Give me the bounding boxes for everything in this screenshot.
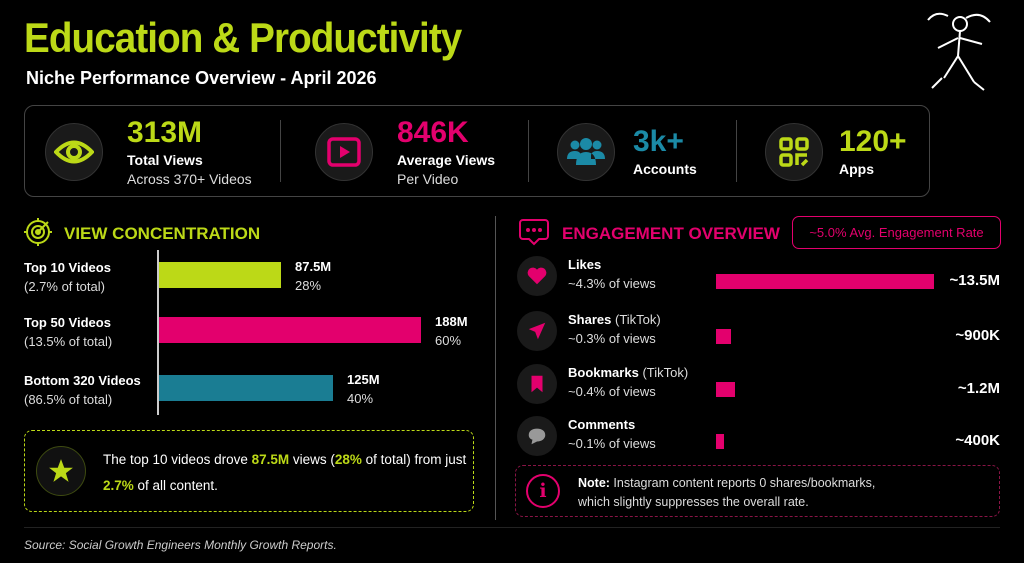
metric-label: Comments — [568, 415, 635, 434]
divider — [280, 120, 281, 182]
divider — [736, 120, 737, 182]
stat-label: Average Views — [397, 151, 496, 168]
engagement-rate-badge: ~5.0% Avg. Engagement Rate — [792, 216, 1001, 249]
stat-value: 313M — [127, 115, 203, 149]
note-text: Note: Instagram content reports 0 shares… — [578, 474, 875, 512]
category-sub: (13.5% of total) — [24, 334, 113, 349]
stat-sub: Per Video — [397, 170, 459, 187]
metric-sub: ~0.3% of views — [568, 331, 656, 346]
metric-label: Bookmarks (TikTok) — [568, 363, 688, 382]
comment-icon — [517, 416, 557, 456]
bar-2 — [716, 382, 735, 397]
metric-sub: ~4.3% of views — [568, 276, 656, 291]
send-icon — [517, 311, 557, 351]
star-icon — [36, 446, 86, 496]
engagement-title: ENGAGEMENT OVERVIEW — [562, 224, 780, 243]
note-line2: which slightly suppresses the overall ra… — [578, 495, 809, 509]
metric-name: Shares — [568, 312, 612, 327]
metric-sub: ~0.1% of views — [568, 436, 656, 451]
stats-panel: 313M Total Views Across 370+ Videos 846K Av… — [24, 105, 930, 197]
footer-divider — [24, 527, 1000, 528]
text: of total) from just — [361, 452, 467, 467]
metric-value: ~1.2M — [957, 380, 1000, 397]
chat-icon — [519, 219, 549, 246]
chart-axis — [157, 250, 159, 415]
text: of all content. — [133, 478, 218, 493]
page-subtitle: Niche Performance Overview - April 2026 — [26, 68, 377, 88]
metric-value: ~900K — [955, 327, 1000, 344]
mascot-logo — [927, 12, 991, 91]
metric-name: Bookmarks — [568, 365, 639, 380]
metric-qualifier: (TikTok) — [642, 365, 689, 380]
stat-sub: Across 370+ Videos — [127, 170, 252, 187]
category-sub: (86.5% of total) — [24, 392, 113, 407]
heart-icon — [517, 256, 557, 296]
note-box: i Note: Instagram content reports 0 shar… — [515, 465, 1000, 517]
metric-name: Likes — [568, 257, 602, 272]
highlight: 28% — [334, 452, 362, 467]
pct-label: 40% — [347, 391, 374, 406]
stat-value: 846K — [397, 115, 469, 149]
bar-3 — [716, 434, 724, 449]
stat-accounts: 3k+ Accounts — [557, 106, 697, 198]
bar-1 — [716, 329, 731, 344]
divider — [528, 120, 529, 182]
metric-label: Likes — [568, 255, 601, 274]
note-label: Note: — [578, 476, 610, 490]
view-concentration-title: VIEW CONCENTRATION — [64, 224, 261, 243]
highlight: 87.5M — [251, 452, 290, 467]
metric-value: ~13.5M — [949, 272, 1000, 289]
source-note: Source: Social Growth Engineers Monthly … — [24, 538, 337, 552]
category-label: Top 50 Videos — [24, 315, 111, 330]
play-icon — [315, 123, 373, 181]
text: The top 10 videos drove — [103, 452, 252, 467]
value-label: 87.5M — [295, 259, 332, 274]
bar-0 — [159, 262, 281, 288]
callout-text: The top 10 videos drove 87.5M views (28%… — [103, 447, 473, 499]
category-label: Bottom 320 Videos — [24, 373, 141, 388]
metric-name: Comments — [568, 417, 636, 432]
category-label: Top 10 Videos — [24, 260, 111, 275]
value-label: 188M — [435, 314, 468, 329]
info-icon: i — [526, 474, 560, 508]
callout-box: The top 10 videos drove 87.5M views (28%… — [24, 430, 474, 512]
metric-value: ~400K — [955, 432, 1000, 449]
metric-qualifier: (TikTok) — [615, 312, 661, 327]
bar-2 — [159, 375, 333, 401]
users-icon — [557, 123, 615, 181]
stat-label: Accounts — [633, 161, 697, 177]
eye-icon — [45, 123, 103, 181]
metric-label: Shares (TikTok) — [568, 310, 661, 329]
category-sub: (2.7% of total) — [24, 279, 105, 294]
stat-average-views: 846K Average Views Per Video — [315, 106, 495, 198]
apps-icon — [765, 123, 823, 181]
bookmark-icon — [517, 364, 557, 404]
highlight: 2.7% — [103, 478, 134, 493]
stat-label: Apps — [839, 161, 874, 177]
section-divider — [495, 216, 496, 520]
stat-apps: 120+ Apps — [765, 106, 907, 198]
page-title: Education & Productivity — [24, 14, 462, 61]
bar-1 — [159, 317, 421, 343]
note-line1: Instagram content reports 0 shares/bookm… — [609, 476, 876, 490]
stat-label: Total Views — [127, 151, 203, 168]
value-label: 125M — [347, 372, 380, 387]
bar-0 — [716, 274, 934, 289]
text: views ( — [289, 452, 335, 467]
pct-label: 28% — [295, 278, 322, 293]
stat-total-views: 313M Total Views Across 370+ Videos — [45, 106, 252, 198]
target-icon — [24, 218, 52, 246]
stat-value: 120+ — [839, 125, 907, 158]
metric-sub: ~0.4% of views — [568, 384, 656, 399]
stat-value: 3k+ — [633, 125, 684, 158]
pct-label: 60% — [435, 333, 462, 348]
